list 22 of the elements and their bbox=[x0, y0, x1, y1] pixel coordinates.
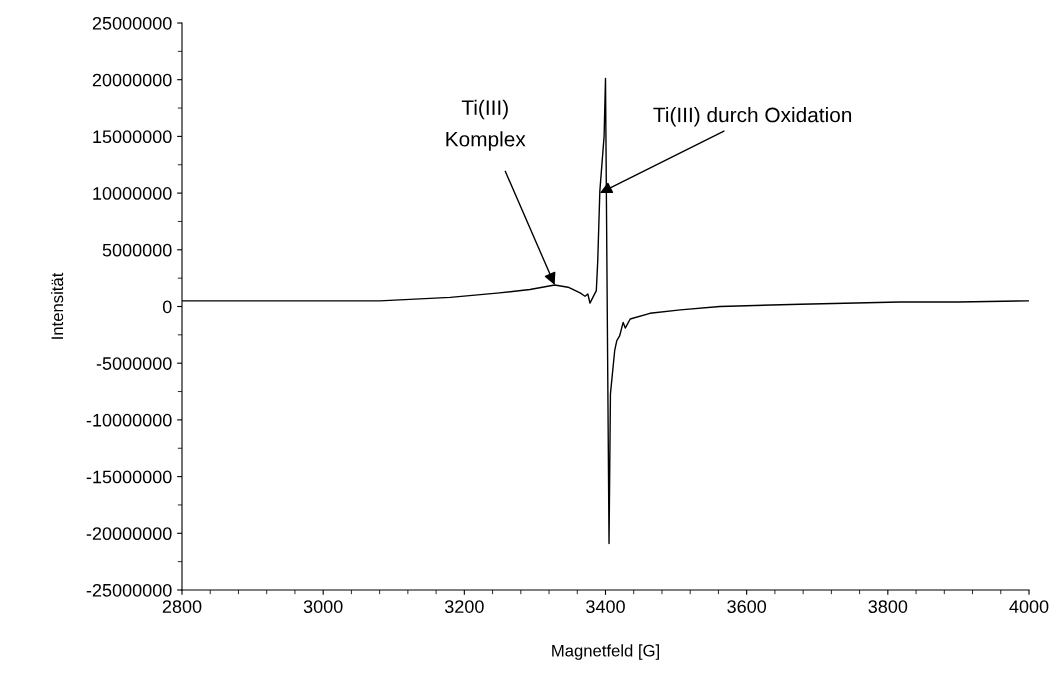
y-tick-label: 20000000 bbox=[92, 73, 172, 87]
y-tick-label: 0 bbox=[162, 300, 172, 314]
y-tick-label: -5000000 bbox=[96, 357, 172, 370]
x-tick-label: 4000 bbox=[1009, 600, 1049, 613]
y-tick-label: -25000000 bbox=[86, 583, 172, 597]
x-tick-label: 3800 bbox=[868, 600, 908, 613]
y-tick-label: -10000000 bbox=[86, 413, 172, 427]
x-tick-label: 3400 bbox=[586, 600, 625, 613]
x-tick-label: 3000 bbox=[303, 600, 343, 613]
x-tick-label: 2800 bbox=[162, 600, 202, 613]
y-tick-label: 10000000 bbox=[93, 187, 172, 200]
x-tick-label: 3200 bbox=[444, 600, 484, 613]
annotation: Ti(III) durch Oxidation bbox=[653, 107, 852, 127]
x-axis-title: Magnetfeld [G] bbox=[552, 644, 659, 660]
annotation: Ti(III) Komplex bbox=[446, 99, 526, 151]
y-axis-title: Intensität bbox=[50, 272, 64, 339]
y-tick-label: -20000000 bbox=[86, 527, 172, 541]
y-tick-label: 15000000 bbox=[93, 130, 172, 144]
y-tick-label: 5000000 bbox=[102, 243, 172, 257]
y-tick-label: 25000000 bbox=[92, 16, 172, 30]
y-tick-label: -15000000 bbox=[86, 470, 172, 484]
x-tick-label: 3600 bbox=[727, 600, 767, 613]
